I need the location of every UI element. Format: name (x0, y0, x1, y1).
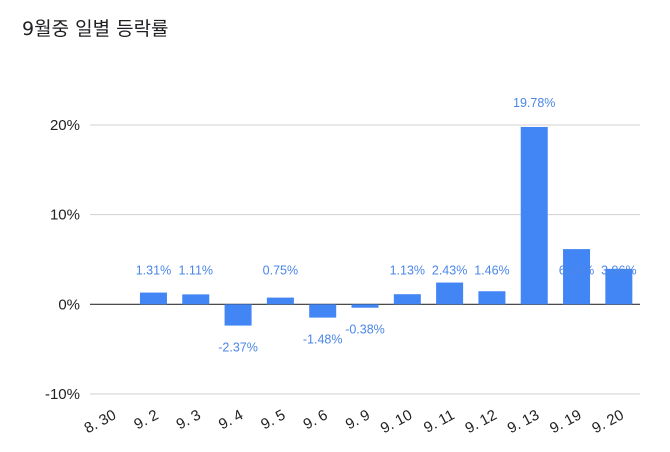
data-label: -2.37% (218, 341, 258, 355)
data-label: 2.43% (432, 263, 467, 277)
x-tick-label: 9. 6 (300, 407, 330, 434)
bar (478, 291, 506, 305)
bar (436, 282, 464, 305)
data-label: -1.48% (303, 333, 343, 347)
data-label: 0.75% (263, 263, 298, 277)
x-tick-label: 8. 30 (82, 407, 119, 438)
x-tick-label: 9. 13 (505, 407, 542, 438)
x-tick-label: 9. 20 (589, 407, 626, 438)
data-label: 1.11% (179, 263, 214, 277)
x-tick-label: 9. 19 (547, 407, 584, 438)
data-label: 1.13% (390, 263, 425, 277)
data-label: 1.31% (136, 263, 171, 277)
chart-title: 9월중 일별 등락률 (22, 18, 169, 40)
bar (139, 292, 167, 305)
data-label: 3.96% (601, 263, 636, 277)
bar (393, 294, 421, 305)
bar (182, 294, 210, 305)
y-tick-label: 0% (58, 296, 80, 313)
x-tick-label: 9. 9 (343, 407, 373, 434)
x-tick-label: 9. 4 (216, 407, 246, 434)
bar (563, 249, 591, 305)
data-label: 19.78% (513, 96, 555, 110)
bar (605, 268, 633, 305)
bar (520, 126, 548, 305)
x-tick-label: 9. 11 (421, 407, 457, 437)
x-tick-label: 9. 5 (258, 407, 288, 434)
bar (351, 304, 379, 308)
x-tick-label: 9. 3 (174, 407, 204, 434)
x-tick-label: 9. 2 (131, 407, 161, 434)
data-label: -0.38% (345, 323, 385, 337)
data-label: 6.16% (559, 263, 594, 277)
bar (309, 304, 337, 318)
bar (224, 304, 252, 326)
y-tick-label: 20% (50, 117, 80, 134)
x-tick-label: 9. 10 (378, 407, 415, 438)
bar (266, 297, 294, 305)
y-tick-label: 10% (50, 207, 80, 224)
x-tick-label: 9. 12 (462, 407, 499, 438)
data-label: 1.46% (474, 263, 509, 277)
y-tick-label: -10% (45, 386, 80, 403)
